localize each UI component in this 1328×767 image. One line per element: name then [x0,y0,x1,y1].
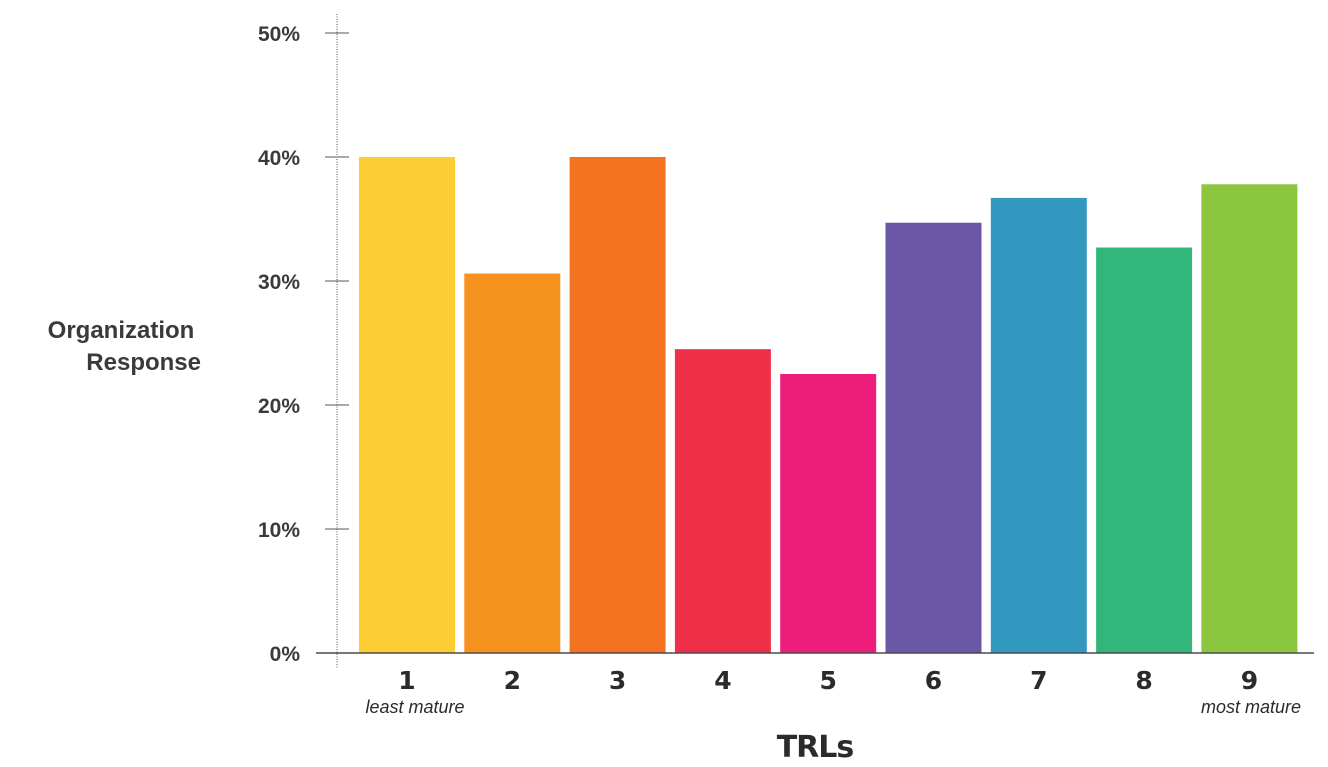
least-mature-note: least mature [365,697,464,717]
x-tick-label: 9 [1241,666,1258,695]
x-tick-label: 4 [714,666,731,695]
bar-trl-3 [569,157,666,653]
bar-trl-9 [1201,184,1298,653]
bar-trl-2 [464,273,561,653]
bar-trl-4 [674,349,771,653]
y-tick-label: 0% [270,643,301,666]
x-tick-label: 8 [1135,666,1152,695]
x-axis-title: TRLs [777,730,854,765]
bar-trl-8 [1096,247,1193,653]
y-tick-label: 40% [258,147,300,170]
y-axis-title: Organization Response [48,317,201,376]
y-axis-title-line-2: Response [86,349,201,376]
y-tick-label: 50% [258,23,300,46]
most-mature-note: most mature [1201,697,1301,717]
x-tick-label: 3 [609,666,626,695]
x-labels: 1 2 3 4 5 6 7 8 9 [398,666,1258,695]
bar-trl-7 [990,197,1087,654]
y-ticks: 0% 10% 20% 30% 40% 50% [258,23,349,666]
x-tick-label: 6 [925,666,942,695]
bar-trl-1 [359,157,455,653]
x-tick-label: 7 [1030,666,1047,695]
bars [359,157,1298,654]
x-tick-label: 5 [819,666,836,695]
y-axis-title-line-1: Organization [48,317,195,344]
x-tick-label: 2 [504,666,521,695]
y-tick-label: 10% [258,519,300,542]
y-tick-label: 30% [258,271,300,294]
y-tick-label: 20% [258,395,300,418]
bar-trl-6 [885,222,982,653]
bar-trl-5 [780,374,877,653]
x-tick-label: 1 [398,666,415,695]
